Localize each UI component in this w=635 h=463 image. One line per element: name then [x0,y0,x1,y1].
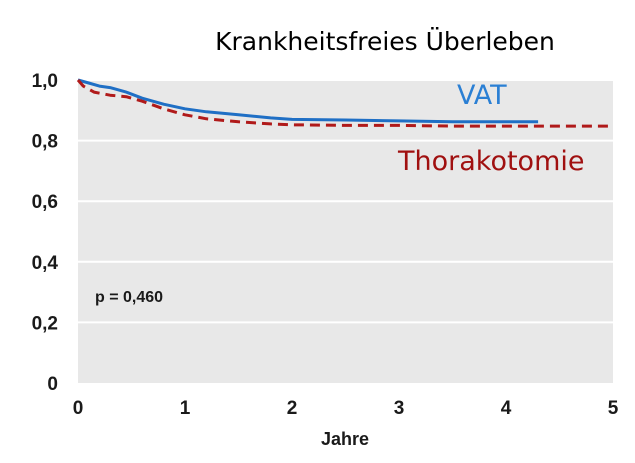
y-tick-label-0: 0 [47,374,58,395]
y-tick-label-3: 0,6 [32,192,58,213]
chart-texts: Krankheitsfreies Überleben Jahre p = 0,4… [95,27,584,449]
x-tick-label-2: 2 [287,398,298,419]
y-tick-label-5: 1,0 [32,71,58,92]
x-tick-label-4: 4 [501,398,512,419]
tick-labels: 0 0,2 0,4 0,6 0,8 1,0 0 1 2 3 4 5 [32,71,619,419]
p-value-annotation: p = 0,460 [95,289,163,306]
series-label-vat: VAT [457,80,507,111]
chart-title: Krankheitsfreies Überleben [215,27,555,56]
x-tick-label-0: 0 [73,398,84,419]
x-tick-label-3: 3 [394,398,405,419]
y-tick-label-2: 0,4 [32,253,59,274]
series-line-vat [77,78,539,124]
grid-lines [78,79,613,324]
series-label-thorakotomie: Thorakotomie [397,146,584,177]
y-tick-label-1: 0,2 [32,313,58,334]
series-lines [76,78,613,128]
series-line-thorakotomie [76,79,613,128]
x-axis-label: Jahre [321,429,369,449]
x-tick-label-5: 5 [608,398,619,419]
x-tick-label-1: 1 [180,398,191,419]
y-tick-label-4: 0,8 [32,132,58,153]
plot-background [78,80,613,383]
